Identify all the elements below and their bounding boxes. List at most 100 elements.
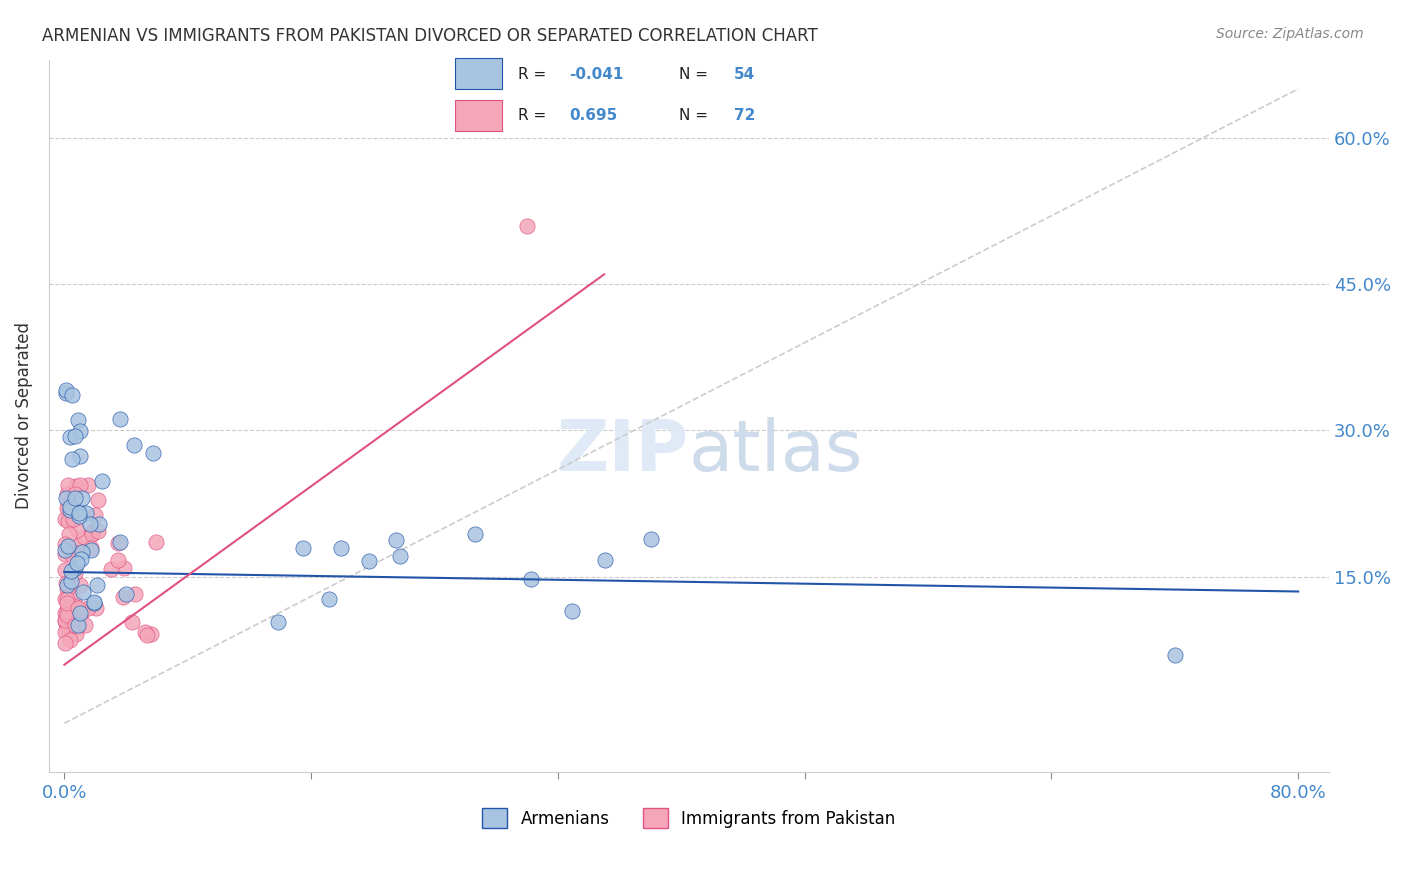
Point <box>72 585 94 599</box>
Point <box>86 493 108 508</box>
Text: ARMENIAN VS IMMIGRANTS FROM PAKISTAN DIVORCED OR SEPARATED CORRELATION CHART: ARMENIAN VS IMMIGRANTS FROM PAKISTAN DIV… <box>42 27 818 45</box>
Point <box>107 536 129 550</box>
Point <box>56 486 79 500</box>
Point <box>59 503 82 517</box>
Point <box>141 627 163 641</box>
Point <box>67 620 90 634</box>
Point <box>62 599 84 613</box>
Point <box>62 512 84 526</box>
Point <box>111 591 134 605</box>
Point <box>80 526 103 541</box>
Point <box>63 544 86 558</box>
Point <box>56 582 79 596</box>
Point <box>83 596 105 610</box>
Point <box>384 533 406 548</box>
Point <box>63 487 86 501</box>
Point <box>65 561 87 575</box>
Text: 0.695: 0.695 <box>569 109 617 123</box>
Point <box>91 474 114 488</box>
Point <box>56 624 79 638</box>
Point <box>69 577 91 591</box>
Point <box>53 563 76 577</box>
Point <box>53 548 76 562</box>
Point <box>63 491 86 506</box>
Point <box>329 541 352 555</box>
Point <box>76 600 98 615</box>
Point <box>80 541 103 556</box>
Point <box>59 601 82 615</box>
Point <box>122 437 145 451</box>
Point <box>640 532 662 546</box>
Point <box>63 599 86 614</box>
Point <box>53 615 76 629</box>
Point <box>56 578 79 592</box>
Point <box>60 574 83 588</box>
Point <box>66 523 89 537</box>
Point <box>53 606 76 620</box>
Point <box>56 540 79 554</box>
Point <box>318 591 340 606</box>
FancyBboxPatch shape <box>454 58 502 89</box>
Point <box>388 549 411 563</box>
Point <box>100 561 122 575</box>
Point <box>107 553 129 567</box>
Legend: Armenians, Immigrants from Pakistan: Armenians, Immigrants from Pakistan <box>475 801 903 835</box>
Point <box>56 514 79 528</box>
Text: -0.041: -0.041 <box>569 67 623 81</box>
Point <box>67 540 90 554</box>
Point <box>593 553 616 567</box>
Point <box>55 383 77 397</box>
Point <box>59 500 82 515</box>
Point <box>142 445 165 459</box>
Text: N =: N = <box>679 109 713 123</box>
Point <box>108 411 131 425</box>
Text: 72: 72 <box>734 109 755 123</box>
Point <box>76 478 98 492</box>
Point <box>65 479 87 493</box>
Point <box>55 385 77 400</box>
Point <box>63 566 86 580</box>
Point <box>58 498 80 512</box>
Point <box>53 536 76 550</box>
Point <box>58 477 80 491</box>
Point <box>55 576 77 591</box>
Point <box>516 219 538 233</box>
Point <box>55 620 77 634</box>
Point <box>84 600 107 615</box>
Point <box>1164 648 1187 662</box>
Point <box>59 615 82 630</box>
Point <box>59 498 82 512</box>
Point <box>66 557 89 571</box>
Point <box>136 628 159 642</box>
Point <box>56 500 79 515</box>
Point <box>60 549 83 563</box>
Point <box>53 613 76 627</box>
Point <box>108 534 131 549</box>
Point <box>65 617 87 632</box>
Point <box>67 413 90 427</box>
Point <box>75 618 97 632</box>
Point <box>56 591 79 606</box>
Text: R =: R = <box>517 67 551 81</box>
Point <box>75 506 97 520</box>
Point <box>124 587 146 601</box>
Point <box>72 491 94 505</box>
Point <box>53 636 76 650</box>
Point <box>70 551 93 566</box>
Text: Source: ZipAtlas.com: Source: ZipAtlas.com <box>1216 27 1364 41</box>
FancyBboxPatch shape <box>454 100 502 131</box>
Point <box>115 587 138 601</box>
Point <box>89 517 111 532</box>
Point <box>83 595 105 609</box>
Text: ZIP: ZIP <box>557 417 689 486</box>
Point <box>86 578 108 592</box>
Point <box>121 615 143 629</box>
Point <box>62 593 84 607</box>
Point <box>67 509 90 524</box>
Point <box>82 524 104 538</box>
Point <box>56 604 79 618</box>
Point <box>79 517 101 532</box>
Point <box>464 527 486 541</box>
Point <box>56 616 79 631</box>
Point <box>72 605 94 619</box>
